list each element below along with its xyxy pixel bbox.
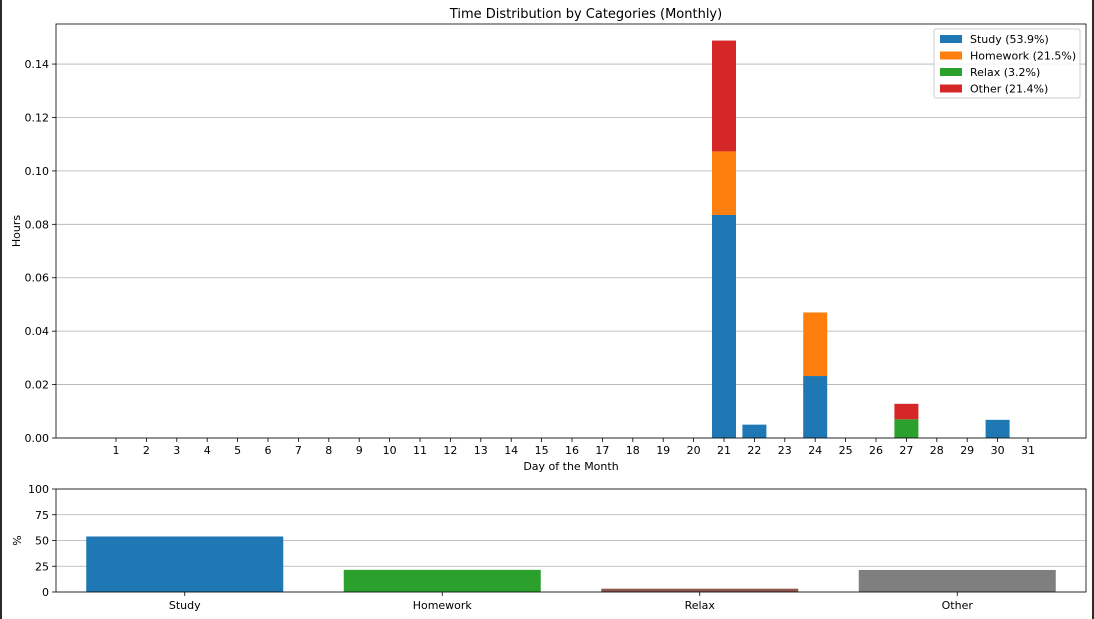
x-tick-label: 29 (960, 444, 974, 457)
x-tick-label: 7 (295, 444, 302, 457)
y-tick-label: 0.00 (25, 432, 50, 445)
x-tick-label: Homework (413, 599, 473, 612)
bar-study-percent (86, 536, 284, 592)
legend-label: Study (53.9%) (970, 33, 1049, 46)
bar-other-percent (858, 569, 1056, 592)
y-tick-label: 0 (42, 586, 49, 599)
y-axis-label: Hours (10, 215, 23, 247)
x-tick-label: Other (942, 599, 974, 612)
legend-swatch (940, 84, 962, 93)
bar-other-day-21 (712, 40, 736, 152)
x-tick-label: 17 (595, 444, 609, 457)
y-tick-label: 50 (35, 535, 49, 548)
x-tick-label: 16 (565, 444, 579, 457)
bar-study-day-24 (803, 376, 828, 438)
x-tick-label: Study (169, 599, 201, 612)
y-tick-label: 100 (28, 483, 49, 496)
bar-homework-day-21 (712, 151, 736, 215)
y-tick-label: 0.06 (25, 272, 50, 285)
legend-box (933, 28, 1081, 99)
y-tick-label: 0.02 (25, 379, 50, 392)
y-tick-label: 0.12 (25, 111, 50, 124)
plot-frame (55, 23, 1087, 439)
x-tick-label: Relax (685, 599, 716, 612)
bar-homework-percent (343, 569, 541, 592)
bar-study-day-21 (712, 214, 736, 438)
legend-label: Relax (3.2%) (970, 66, 1040, 79)
x-tick-label: 14 (504, 444, 518, 457)
legend-swatch (940, 51, 962, 60)
x-tick-label: 28 (930, 444, 944, 457)
x-tick-label: 19 (656, 444, 670, 457)
x-tick-label: 30 (991, 444, 1005, 457)
x-tick-label: 9 (356, 444, 363, 457)
y-tick-label: 0.04 (25, 325, 50, 338)
x-tick-label: 2 (143, 444, 150, 457)
legend-swatch (940, 35, 962, 43)
bar-homework-day-24 (803, 312, 828, 377)
x-tick-label: 6 (265, 444, 272, 457)
x-tick-label: 5 (234, 444, 241, 457)
plot-frame (55, 488, 1087, 593)
x-tick-label: 25 (839, 444, 853, 457)
y-tick-label: 0.10 (25, 165, 50, 178)
x-tick-label: 10 (383, 444, 397, 457)
x-tick-label: 1 (113, 444, 120, 457)
x-tick-label: 24 (808, 444, 822, 457)
y-tick-label: 25 (35, 560, 49, 573)
bar-study-day-30 (985, 419, 1010, 438)
x-tick-label: 4 (204, 444, 211, 457)
x-tick-label: 31 (1021, 444, 1035, 457)
y-tick-label: 0.14 (25, 58, 50, 71)
x-tick-label: 13 (474, 444, 488, 457)
x-tick-label: 18 (626, 444, 640, 457)
bar-other-day-27 (894, 403, 919, 420)
y-axis-label: % (11, 535, 24, 545)
y-tick-label: 75 (35, 509, 49, 522)
chart-title: Time Distribution by Categories (Monthly… (449, 7, 722, 22)
legend-label: Homework (21.5%) (970, 50, 1076, 63)
x-tick-label: 15 (535, 444, 549, 457)
x-tick-label: 12 (443, 444, 457, 457)
x-tick-label: 27 (899, 444, 913, 457)
legend-label: Other (21.4%) (970, 83, 1048, 96)
y-tick-label: 0.08 (25, 218, 50, 231)
x-tick-label: 26 (869, 444, 883, 457)
x-tick-label: 11 (413, 444, 427, 457)
x-tick-label: 3 (173, 444, 180, 457)
x-tick-label: 23 (778, 444, 792, 457)
x-tick-label: 22 (747, 444, 761, 457)
x-tick-label: 8 (325, 444, 332, 457)
x-tick-label: 21 (717, 444, 731, 457)
bar-relax-day-27 (894, 419, 919, 438)
bar-relax-percent (601, 588, 799, 592)
bar-study-day-22 (742, 424, 767, 438)
legend-swatch (940, 68, 962, 76)
x-tick-label: 20 (687, 444, 701, 457)
x-axis-label: Day of the Month (523, 460, 618, 473)
